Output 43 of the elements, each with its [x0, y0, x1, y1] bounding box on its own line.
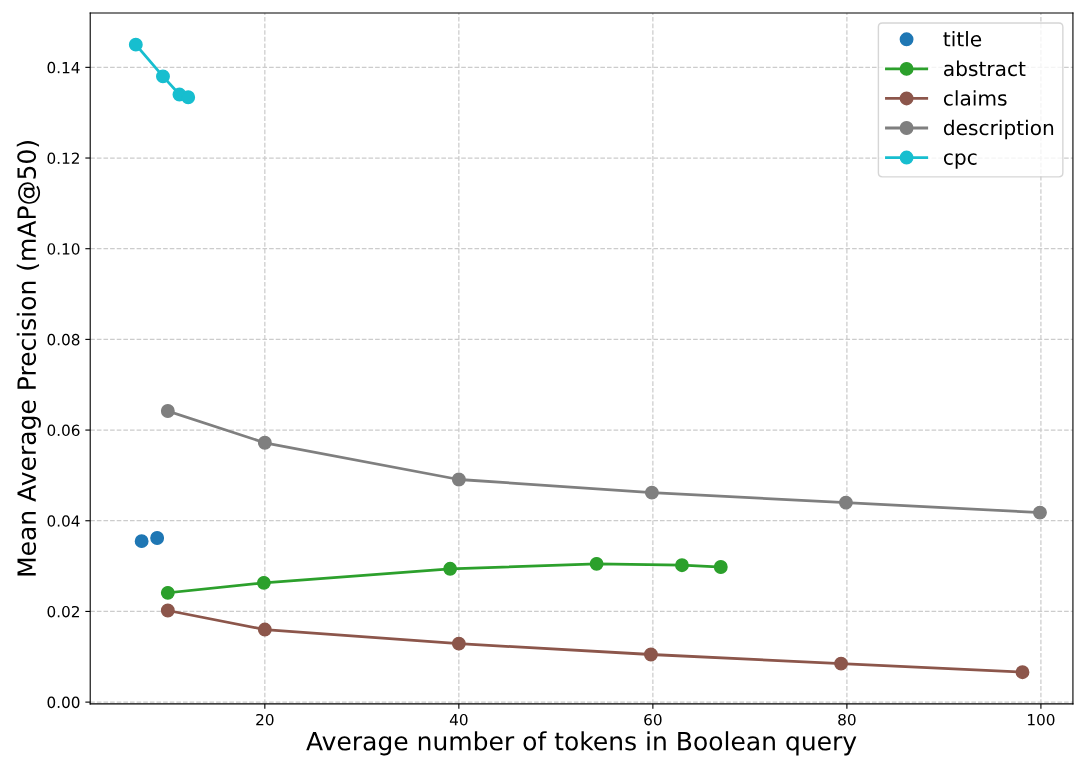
point [451, 472, 466, 487]
legend-label: description [943, 119, 1054, 140]
point [257, 622, 272, 637]
legend-label: claims [943, 90, 1007, 106]
legend-label: abstract [944, 60, 1026, 77]
y-tick-label: 0.10 [47, 243, 80, 255]
point [643, 647, 658, 662]
point [134, 534, 149, 549]
y-tick-label: 0.00 [47, 696, 80, 709]
point [1015, 665, 1030, 680]
x-tick-label: 80 [838, 713, 856, 726]
point [834, 656, 849, 671]
point [160, 585, 175, 600]
y-tick-label: 0.04 [47, 515, 80, 527]
legend-label: cpc [943, 153, 977, 169]
y-axis-title: Mean Average Precision (mAP@50) [16, 141, 41, 576]
point [443, 561, 458, 576]
y-tick-label: 0.08 [47, 333, 80, 346]
point [257, 435, 272, 450]
x-tick-label: 60 [644, 713, 662, 726]
point [1032, 505, 1047, 520]
x-tick-label: 20 [256, 713, 274, 726]
point [160, 603, 175, 618]
legend-label: title [943, 31, 982, 47]
point [150, 531, 165, 545]
x-axis-title: Average number of tokens in Boolean query [306, 731, 857, 756]
y-tick-label: 0.06 [47, 424, 80, 437]
point [181, 90, 196, 105]
x-tick-label: 100 [1028, 713, 1055, 726]
y-tick-label: 0.14 [47, 61, 80, 74]
point [256, 575, 271, 590]
point [128, 37, 143, 52]
point [838, 495, 853, 510]
point [675, 558, 689, 573]
point [589, 556, 604, 571]
y-tick-label: 0.12 [47, 152, 79, 165]
point [713, 560, 728, 574]
point [160, 404, 175, 418]
point [451, 636, 466, 651]
point [156, 69, 170, 84]
y-tick-label: 0.02 [47, 605, 79, 618]
point [644, 485, 659, 500]
x-tick-label: 40 [449, 713, 468, 726]
